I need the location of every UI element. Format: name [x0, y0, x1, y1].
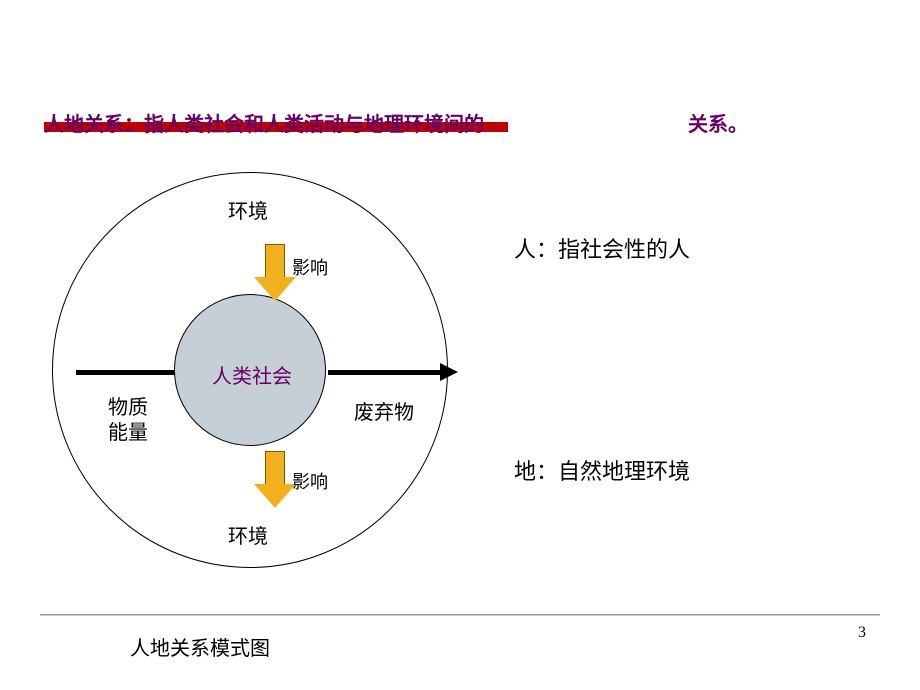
- arrow-down-bottom-head: [254, 484, 296, 508]
- arrow-right: [328, 363, 458, 381]
- label-energy: 能量: [108, 416, 148, 445]
- arrow-down-top-shaft: [265, 244, 285, 278]
- arrow-down-top-head: [254, 277, 296, 301]
- label-waste: 废弃物: [354, 396, 414, 425]
- label-influence-bottom: 影响: [292, 468, 328, 494]
- title-text-left: 人地关系：指人类社会和人类活动与地理环境间的: [44, 108, 484, 137]
- title-text-right: 关系。: [688, 108, 748, 137]
- arrow-down-bottom-shaft: [265, 451, 285, 485]
- label-env-top: 环境: [228, 195, 268, 224]
- side-note-human: 人：指社会性的人: [514, 232, 690, 264]
- arrow-left-line: [76, 370, 180, 375]
- page-number: 3: [858, 624, 866, 642]
- diagram-caption: 人地关系模式图: [130, 632, 270, 661]
- side-note-earth: 地：自然地理环境: [514, 454, 690, 486]
- arrow-down-bottom: [254, 451, 296, 508]
- label-influence-top: 影响: [292, 254, 328, 280]
- arrow-right-line: [328, 370, 440, 375]
- footer-divider-shadow: [40, 615, 880, 616]
- label-env-bottom: 环境: [228, 520, 268, 549]
- label-center: 人类社会: [212, 360, 292, 389]
- arrow-down-top: [254, 244, 296, 301]
- arrow-right-head: [440, 363, 458, 381]
